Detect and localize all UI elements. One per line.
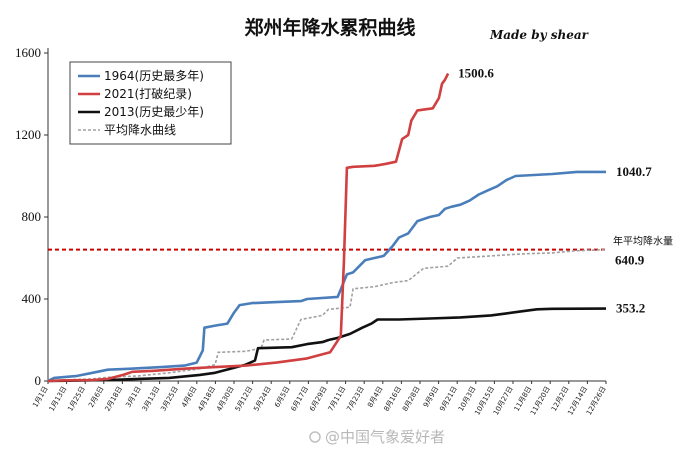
reference-line: 年平均降水量 640.9 (48, 235, 673, 268)
chart-credit: Made by shear (489, 28, 590, 42)
series-end-label-0: 1040.7 (616, 164, 652, 179)
x-tick-label: 3月25日 (159, 385, 180, 413)
series-line-0 (47, 170, 606, 383)
x-tick-label: 3月13日 (141, 385, 162, 413)
x-tick-label: 5月12日 (234, 385, 255, 413)
x-tick-label: 9月21日 (438, 385, 459, 413)
x-tick-label: 4月30日 (215, 385, 236, 413)
series-end-label-2: 353.2 (616, 301, 645, 316)
legend-label-0: 1964(历史最多年) (104, 69, 204, 83)
y-axis-ticks: 0 400 800 1200 1600 (15, 45, 48, 388)
series-line-2 (47, 307, 607, 383)
x-tick-label: 6月29日 (308, 385, 329, 413)
watermark-text: @中国气象爱好者 (325, 428, 445, 446)
y-tick-label: 0 (35, 373, 42, 388)
y-tick-label: 1200 (15, 127, 41, 142)
x-tick-label: 9月9日 (422, 385, 440, 409)
x-tick-label: 6月17日 (290, 385, 311, 413)
y-tick-label: 800 (22, 209, 42, 224)
x-tick-label: 12月2日 (550, 385, 571, 413)
reference-line-label: 年平均降水量 (613, 235, 673, 248)
end-labels: 353.2 1040.7 1500.6 (458, 66, 652, 316)
x-tick-label: 2月6日 (87, 385, 105, 409)
x-tick-label: 1月1日 (31, 385, 49, 409)
x-tick-label: 4月6日 (180, 385, 198, 409)
reference-line-value: 640.9 (615, 253, 645, 268)
x-tick-label: 2月18日 (104, 385, 125, 413)
x-tick-label: 11月8日 (513, 385, 534, 413)
y-tick-label: 1600 (15, 45, 41, 60)
x-tick-label: 3月1日 (124, 385, 142, 409)
x-tick-label: 5月24日 (252, 385, 273, 413)
x-tick-label: 6月5日 (273, 385, 291, 409)
legend-label-1: 2021(打破纪录) (104, 86, 192, 101)
x-tick-label: 10月3日 (457, 385, 478, 413)
series-end-label-1: 1500.6 (458, 66, 494, 81)
x-tick-label: 7月23日 (345, 385, 366, 413)
legend-label-2: 2013(历史最少年) (104, 105, 204, 119)
series-lines (47, 72, 607, 383)
x-tick-label: 4月18日 (197, 385, 218, 413)
series-line-3 (47, 248, 607, 382)
x-tick-label: 7月11日 (327, 385, 348, 413)
x-tick-label: 8月16日 (383, 385, 404, 413)
series-line-1 (47, 72, 450, 383)
weibo-logo-icon (309, 431, 321, 443)
legend: 1964(历史最多年) 2021(打破纪录) 2013(历史最少年) 平均降水曲线 (69, 61, 232, 145)
x-tick-label: 8月4日 (366, 385, 384, 409)
x-tick-label: 8月28日 (401, 385, 422, 413)
legend-label-3: 平均降水曲线 (104, 123, 176, 137)
x-tick-label: 1月25日 (66, 385, 87, 413)
y-tick-label: 400 (22, 291, 42, 306)
watermark: @中国气象爱好者 (309, 428, 445, 446)
chart-title: 郑州年降水累积曲线 (244, 16, 415, 39)
x-tick-label: 1月13日 (48, 385, 69, 413)
